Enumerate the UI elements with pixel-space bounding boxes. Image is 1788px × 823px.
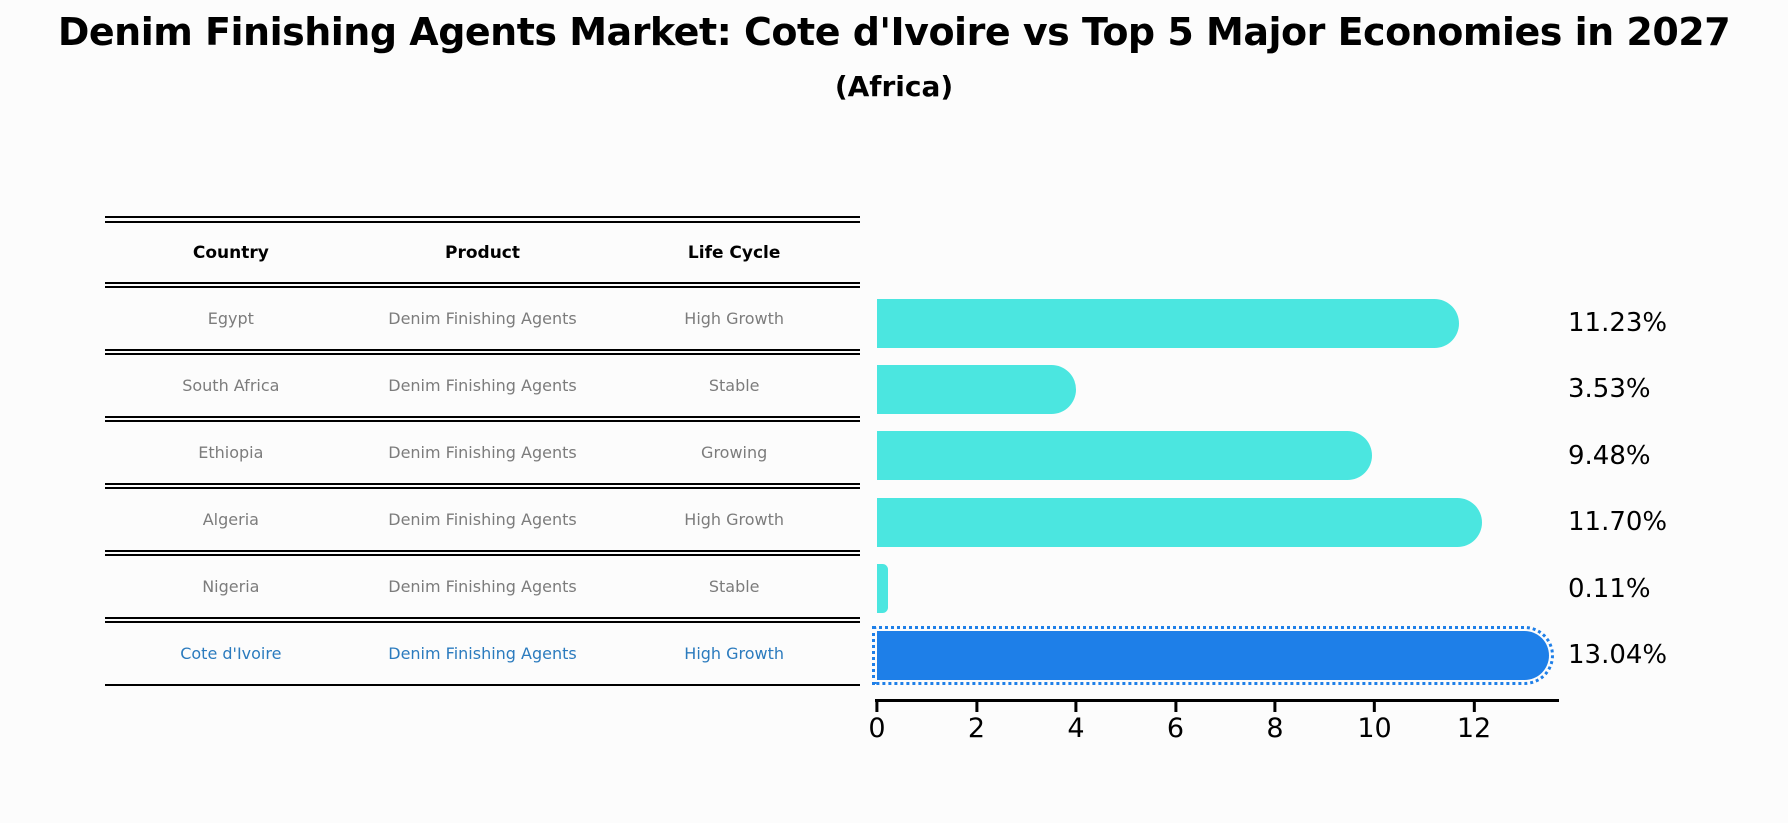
x-tickmark [1372, 701, 1376, 712]
cell-lifecycle: Stable [708, 577, 760, 596]
bar-cote-divoire [872, 625, 1554, 685]
cell-product: Denim Finishing Agents [388, 376, 577, 395]
cell-product: Denim Finishing Agents [388, 577, 577, 596]
x-tick-label: 12 [1456, 713, 1492, 744]
chart-subtitle: (Africa) [834, 70, 954, 103]
cell-country: Algeria [202, 510, 259, 529]
x-tickmark [1472, 701, 1476, 712]
value-label-nigeria: 0.11% [1568, 573, 1651, 604]
cell-lifecycle: High Growth [684, 510, 785, 529]
value-label-ethiopia: 9.48% [1568, 440, 1651, 471]
bar-south-africa [877, 364, 1076, 414]
table-header-row: Country Product Life Cycle [105, 221, 860, 284]
x-tick-6: 6 [1167, 701, 1184, 744]
cell-product: Denim Finishing Agents [388, 443, 577, 462]
x-axis-line [875, 699, 1559, 702]
cell-country: Cote d'Ivoire [180, 644, 282, 663]
x-tick-12: 12 [1457, 701, 1491, 744]
x-tickmark [1273, 701, 1277, 712]
table-row-egypt: Egypt Denim Finishing Agents High Growth [105, 286, 860, 351]
value-label-cote-divoire: 13.04% [1568, 640, 1668, 670]
value-label-egypt: 11.23% [1568, 308, 1668, 338]
bar-algeria [877, 497, 1483, 547]
cell-country: South Africa [182, 376, 280, 395]
table-row-ethiopia: Ethiopia Denim Finishing Agents Growing [105, 420, 860, 485]
cell-product: Denim Finishing Agents [388, 510, 577, 529]
x-tick-0: 0 [868, 701, 886, 744]
col-header-country: Country [192, 242, 269, 263]
chart-title: Denim Finishing Agents Market: Cote d'Iv… [57, 10, 1731, 54]
cell-country: Nigeria [202, 577, 260, 596]
table-row-south-africa: South Africa Denim Finishing Agents Stab… [105, 353, 860, 418]
bar-egypt [877, 298, 1459, 348]
bar-ethiopia [877, 431, 1372, 481]
x-tickmark [875, 701, 879, 712]
x-tick-10: 10 [1357, 701, 1392, 744]
x-tick-8: 8 [1266, 701, 1284, 744]
x-tick-label: 6 [1166, 713, 1185, 744]
x-tick-4: 4 [1067, 701, 1085, 744]
value-label-algeria: 11.70% [1568, 507, 1668, 538]
col-header-product: Product [445, 242, 520, 263]
table-row-nigeria: Nigeria Denim Finishing Agents Stable [105, 554, 860, 619]
x-tick-label: 4 [1067, 713, 1085, 744]
x-tick-label: 2 [967, 713, 986, 744]
table-row-algeria: Algeria Denim Finishing Agents High Grow… [105, 487, 860, 552]
x-tick-label: 0 [868, 713, 886, 744]
cell-lifecycle: High Growth [684, 309, 785, 328]
table-top-border [105, 216, 860, 218]
x-tickmark [1174, 701, 1177, 712]
value-label-south-africa: 3.53% [1568, 374, 1651, 405]
bar-nigeria [877, 564, 888, 614]
x-tick-label: 10 [1357, 713, 1392, 744]
cell-lifecycle: Growing [701, 443, 768, 462]
x-tickmark [975, 701, 978, 712]
x-tick-2: 2 [968, 701, 985, 744]
x-tick-label: 8 [1266, 713, 1284, 744]
comparison-table: Country Product Life Cycle Egypt Denim F… [105, 216, 860, 686]
cell-lifecycle: High Growth [684, 644, 785, 663]
table-row-cote-divoire: Cote d'Ivoire Denim Finishing Agents Hig… [105, 621, 860, 686]
x-tickmark [1074, 701, 1078, 712]
cell-lifecycle: Stable [708, 376, 760, 395]
cell-product: Denim Finishing Agents [388, 309, 577, 328]
cell-country: Ethiopia [198, 443, 264, 462]
cell-country: Egypt [207, 309, 254, 328]
cell-product: Denim Finishing Agents [388, 644, 577, 663]
col-header-lifecycle: Life Cycle [687, 242, 781, 263]
